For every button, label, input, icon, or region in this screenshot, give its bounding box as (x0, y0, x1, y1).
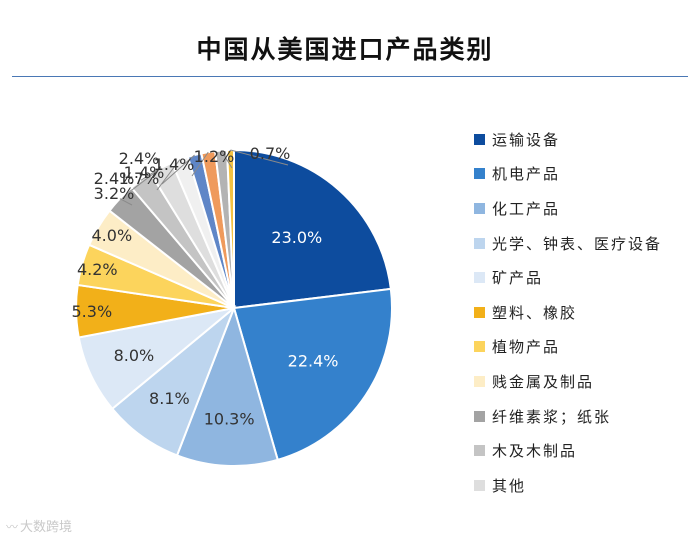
legend-item: 植物产品 (474, 330, 662, 365)
legend: 运输设备机电产品化工产品光学、钟表、医疗设备 矿产品塑料、橡胶植物产品贱金属及制品… (474, 122, 662, 503)
pie-slices (75, 148, 393, 467)
legend-label: 塑料、橡胶 (492, 303, 578, 322)
legend-item: 运输设备 (474, 122, 662, 157)
leader-line (156, 159, 181, 191)
leader-lines (119, 149, 289, 206)
leader-line (191, 151, 209, 177)
legend-swatch (474, 133, 485, 145)
leader-line (161, 154, 195, 185)
pie-slice (233, 148, 392, 310)
legend-label: 纤维素浆；纸张 (492, 407, 612, 426)
chart-title: 中国从美国进口产品类别 (196, 35, 494, 64)
leader-line (119, 198, 133, 206)
legend-label: 化工产品 (492, 199, 561, 218)
legend-swatch (474, 445, 485, 457)
legend-label: 其他 (492, 476, 527, 495)
data-label: 1.4% (154, 155, 195, 174)
data-label: 3.2% (94, 184, 135, 203)
data-label: 8.0% (114, 346, 155, 365)
legend-item: 机电产品 (474, 157, 662, 192)
legend-swatch (474, 306, 485, 318)
legend-item: 其他 (474, 468, 662, 503)
legend-item: 矿产品 (474, 260, 662, 295)
legend-swatch (474, 410, 485, 422)
data-label: 4.0% (92, 226, 133, 245)
legend-label: 光学、钟表、医疗设备 (492, 234, 663, 253)
data-label: 4.2% (77, 260, 118, 279)
leader-line (220, 150, 233, 169)
title-divider (12, 76, 688, 77)
legend-swatch (474, 168, 485, 180)
legend-swatch (474, 202, 485, 214)
legend-item: 化工产品 (474, 191, 662, 226)
data-label: 1.7% (119, 169, 160, 188)
data-label: 8.1% (149, 389, 190, 408)
legend-item: 贱金属及制品 (474, 364, 662, 399)
data-label: 23.0% (271, 228, 322, 247)
legend-label: 矿产品 (492, 269, 544, 288)
watermark-text: 大数跨境 (20, 520, 73, 535)
pie-slice (175, 304, 279, 467)
legend-swatch (474, 341, 485, 353)
data-label: 5.3% (72, 302, 113, 321)
data-label: 2.4% (119, 149, 160, 168)
legend-item: 塑料、橡胶 (474, 295, 662, 330)
legend-swatch (474, 237, 485, 249)
data-label: 2.4% (94, 169, 135, 188)
data-label: 22.4% (288, 351, 339, 370)
legend-swatch (474, 272, 485, 284)
legend-label: 机电产品 (492, 165, 561, 184)
legend-label: 贱金属及制品 (492, 372, 595, 391)
legend-label: 植物产品 (492, 338, 561, 357)
legend-item: 木及木制品 (474, 433, 662, 468)
watermark-icon: 〰 (6, 520, 19, 534)
leader-line (230, 149, 289, 166)
data-labels: 23.0%22.4%10.3%8.1%8.0%5.3%4.2%4.0%3.2%2… (72, 144, 339, 428)
legend-item: 纤维素浆；纸张 (474, 399, 662, 434)
legend-label: 运输设备 (492, 130, 561, 149)
data-label: 0.7% (250, 144, 291, 163)
data-label: 10.3% (204, 409, 255, 428)
pie-slice (225, 148, 235, 309)
leader-line (140, 169, 158, 181)
legend-label: 木及木制品 (492, 442, 578, 461)
pie-slice (232, 287, 393, 462)
leader-line (131, 167, 162, 191)
data-label: 1.4% (124, 163, 165, 182)
legend-swatch (474, 375, 485, 387)
data-label: 1.2% (194, 147, 235, 166)
legend-item: 光学、钟表、医疗设备 (474, 226, 662, 261)
legend-swatch (474, 479, 485, 491)
watermark: 〰大数跨境 (6, 516, 72, 535)
